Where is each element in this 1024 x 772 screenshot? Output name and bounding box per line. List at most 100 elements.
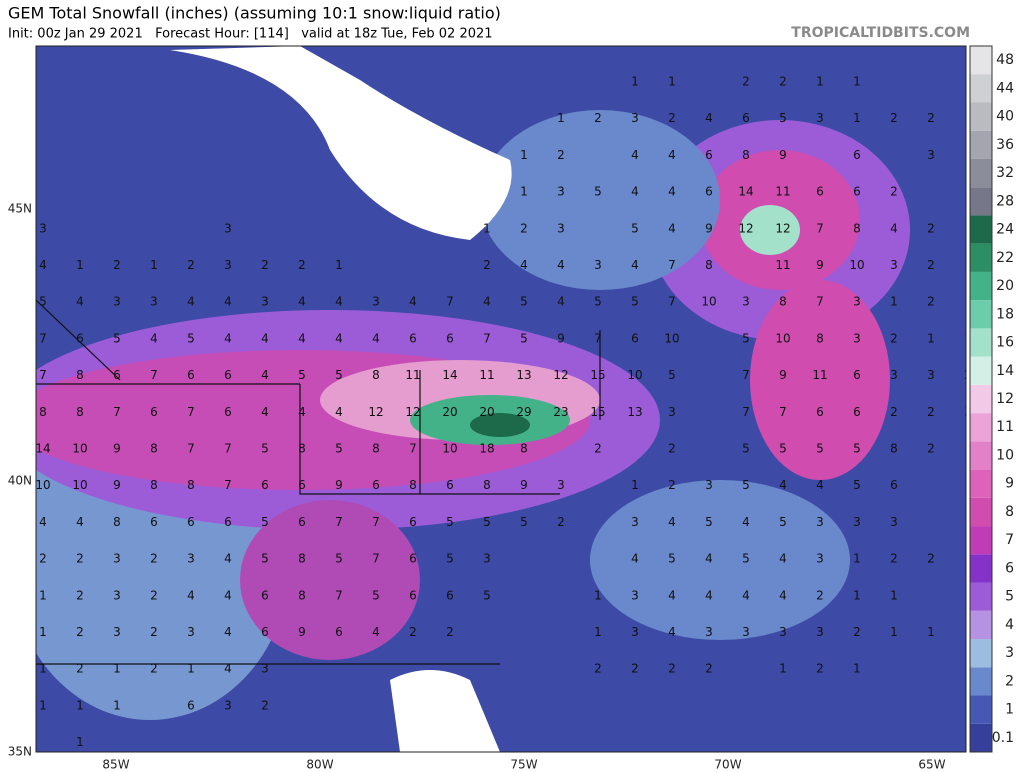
snow-value: 1 — [520, 148, 528, 162]
snow-value: 8 — [150, 478, 158, 492]
snow-value: 2 — [927, 111, 935, 125]
snow-value: 1 — [39, 625, 47, 639]
snow-value: 8 — [520, 442, 528, 456]
colorbar-swatch — [970, 158, 992, 188]
snow-value: 6 — [409, 515, 417, 529]
colorbar-label: 16 — [996, 335, 1014, 351]
snow-value: 10 — [775, 331, 790, 345]
snow-value: 1 — [76, 258, 84, 272]
colorbar-swatch — [970, 271, 992, 301]
colorbar-label: 11 — [996, 419, 1014, 435]
snow-value: 6 — [261, 588, 269, 602]
snow-value: 6 — [853, 368, 861, 382]
title: GEM Total Snowfall (inches) (assuming 10… — [8, 4, 501, 23]
snow-value: 2 — [594, 442, 602, 456]
snow-value: 4 — [261, 331, 269, 345]
colorbar-swatch — [970, 667, 992, 696]
snow-value: 4 — [668, 588, 676, 602]
snow-value: 5 — [335, 552, 343, 566]
snow-value: 4 — [631, 185, 639, 199]
colorbar-swatch — [970, 695, 992, 724]
snow-value: 2 — [113, 258, 121, 272]
snow-value: 12 — [368, 405, 383, 419]
snow-value: 4 — [150, 331, 158, 345]
snow-value: 5 — [779, 111, 787, 125]
snow-value: 6 — [705, 148, 713, 162]
snow-value: 3 — [742, 625, 750, 639]
snow-value: 12 — [553, 368, 568, 382]
colorbar-swatch — [970, 46, 992, 75]
snow-value: 2 — [557, 515, 565, 529]
snow-value: 4 — [668, 625, 676, 639]
snow-value: 3 — [631, 625, 639, 639]
snow-value: 2 — [964, 368, 972, 382]
snow-value: 2 — [668, 662, 676, 676]
snow-value: 6 — [187, 515, 195, 529]
colorbar-label: 7 — [1005, 532, 1014, 548]
snow-value: 2 — [76, 552, 84, 566]
colorbar-swatch — [970, 554, 992, 583]
snow-value: 2 — [668, 442, 676, 456]
snow-value: 4 — [631, 552, 639, 566]
snow-value: 12 — [738, 221, 753, 235]
snow-value: 9 — [779, 368, 787, 382]
snow-value: 3 — [927, 368, 935, 382]
snow-value: 13 — [516, 368, 531, 382]
snow-value: 5 — [187, 331, 195, 345]
snow-value: 5 — [335, 442, 343, 456]
snow-value: 3 — [187, 552, 195, 566]
colorbar-label: 6 — [1005, 560, 1014, 576]
map — [36, 46, 966, 752]
snow-value: 8 — [409, 478, 417, 492]
snow-value: 6 — [224, 405, 232, 419]
colorbar-label: 1 — [1005, 702, 1014, 718]
colorbar-swatch — [970, 639, 992, 668]
snow-value: 1 — [890, 588, 898, 602]
snow-value: 8 — [298, 552, 306, 566]
snow-value: 4 — [520, 258, 528, 272]
snow-value: 1 — [150, 258, 158, 272]
snow-value: 5 — [261, 552, 269, 566]
snow-value: 6 — [261, 478, 269, 492]
snow-value: 2 — [261, 258, 269, 272]
snow-value: 2 — [927, 295, 935, 309]
snow-value: 4 — [335, 295, 343, 309]
snow-value: 3 — [39, 221, 47, 235]
snow-value: 3 — [779, 625, 787, 639]
colorbar-label: 24 — [996, 222, 1014, 238]
lon-label: 65W — [918, 758, 945, 772]
snow-value: 8 — [76, 368, 84, 382]
snow-value: 4 — [668, 148, 676, 162]
snow-value: 1 — [39, 662, 47, 676]
snow-value: 9 — [298, 625, 306, 639]
snow-value: 4 — [224, 625, 232, 639]
snow-value: 3 — [631, 111, 639, 125]
snow-value: 11 — [479, 368, 494, 382]
colorbar-swatch — [970, 441, 992, 470]
snow-value: 4 — [261, 368, 269, 382]
snow-value: 5 — [298, 368, 306, 382]
colorbar-label: 22 — [996, 250, 1014, 266]
snow-value: 2 — [557, 148, 565, 162]
snow-value: 2 — [298, 258, 306, 272]
colorbar-swatch — [970, 130, 992, 159]
snow-value: 6 — [446, 331, 454, 345]
snow-value: 3 — [816, 111, 824, 125]
colorbar-label: 18 — [996, 306, 1014, 322]
snow-value: 5 — [853, 478, 861, 492]
snow-value: 4 — [705, 552, 713, 566]
snow-value: 3 — [372, 295, 380, 309]
colorbar-label: 9 — [1005, 476, 1014, 492]
colorbar-label: 28 — [996, 193, 1014, 209]
snow-value: 4 — [372, 331, 380, 345]
snow-value: 4 — [779, 588, 787, 602]
snow-value: 5 — [483, 588, 491, 602]
snow-value: 4 — [187, 588, 195, 602]
snow-value: 4 — [779, 478, 787, 492]
snow-value: 3 — [261, 295, 269, 309]
snow-value: 8 — [298, 442, 306, 456]
snow-value: 3 — [557, 185, 565, 199]
snow-value: 7 — [409, 442, 417, 456]
snow-value: 7 — [372, 515, 380, 529]
snow-value: 4 — [224, 331, 232, 345]
